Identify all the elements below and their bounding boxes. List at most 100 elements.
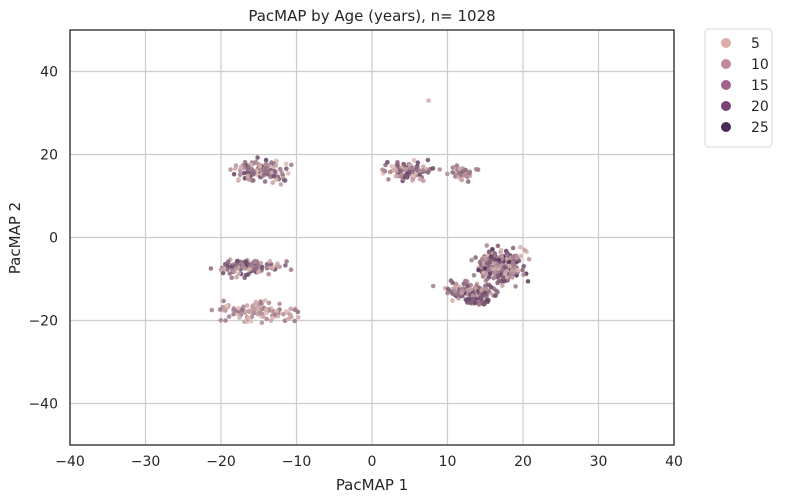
data-point: [486, 267, 492, 272]
data-point: [482, 266, 488, 271]
data-point: [521, 272, 526, 278]
data-point: [262, 298, 268, 303]
data-point: [283, 308, 289, 314]
data-point: [258, 299, 264, 304]
data-point: [208, 266, 214, 271]
data-point: [288, 267, 294, 273]
data-point: [488, 254, 494, 259]
data-point: [501, 278, 507, 284]
data-point: [263, 157, 269, 163]
data-point: [473, 285, 478, 291]
data-point: [268, 318, 274, 323]
data-point: [269, 170, 274, 175]
data-point: [454, 163, 460, 168]
data-point: [425, 157, 431, 163]
legend-marker: [721, 101, 731, 111]
y-axis-label: PacMAP 2: [6, 202, 24, 274]
data-point: [283, 161, 289, 167]
data-point: [521, 264, 526, 269]
data-point: [231, 312, 236, 317]
data-point: [452, 284, 458, 290]
data-point: [239, 307, 245, 313]
data-point: [271, 174, 277, 179]
data-point: [236, 176, 241, 182]
data-point: [473, 255, 478, 260]
data-point: [481, 261, 487, 267]
data-point: [295, 315, 301, 320]
data-point: [264, 162, 269, 167]
x-tick-label: −20: [206, 454, 236, 470]
data-point: [500, 275, 506, 280]
data-point: [274, 308, 279, 314]
data-point: [452, 288, 458, 294]
data-point: [500, 283, 505, 288]
y-tick-label: 20: [40, 148, 58, 164]
data-point: [526, 256, 532, 262]
data-point: [259, 320, 265, 326]
legend-marker: [721, 80, 731, 90]
data-point: [262, 179, 268, 184]
data-point: [244, 303, 250, 308]
data-point: [445, 171, 450, 177]
legend-label: 20: [751, 99, 769, 115]
data-point: [469, 257, 474, 263]
legend-label: 25: [751, 120, 769, 136]
data-point: [417, 176, 423, 182]
data-point: [494, 288, 499, 294]
data-point: [465, 283, 470, 289]
y-tick-label: −20: [28, 314, 58, 330]
data-point: [448, 278, 454, 283]
data-point: [259, 264, 265, 270]
data-point: [242, 176, 248, 181]
legend: 5 10 15 20 25: [704, 28, 773, 148]
data-point: [257, 164, 263, 169]
data-point: [513, 284, 518, 289]
data-point: [273, 169, 278, 175]
data-point: [261, 172, 267, 178]
legend-marker: [721, 122, 731, 132]
data-point: [264, 262, 270, 267]
data-point: [495, 280, 500, 286]
data-point: [486, 275, 492, 280]
data-point: [245, 167, 250, 172]
data-point: [255, 306, 261, 312]
data-point: [393, 173, 399, 179]
data-point: [493, 293, 498, 298]
legend-label: 5: [751, 36, 760, 52]
data-point: [279, 170, 284, 175]
data-point: [241, 170, 247, 176]
data-point: [277, 301, 282, 307]
data-point: [226, 314, 232, 319]
data-point: [481, 301, 486, 307]
data-point: [520, 267, 525, 273]
data-point: [261, 168, 266, 173]
data-point: [411, 158, 417, 163]
data-point: [510, 275, 515, 280]
data-point: [284, 166, 289, 171]
data-point: [220, 270, 226, 276]
data-point: [284, 259, 289, 264]
data-point: [496, 257, 502, 263]
data-point: [417, 168, 423, 174]
data-point: [483, 286, 489, 292]
data-point: [483, 272, 489, 277]
legend-marker: [721, 38, 731, 48]
data-point: [238, 165, 244, 170]
data-point: [281, 311, 286, 317]
data-point: [236, 271, 242, 276]
data-point: [510, 260, 515, 265]
data-point: [382, 168, 388, 174]
data-point: [499, 268, 505, 273]
data-point: [426, 98, 431, 103]
legend-label: 10: [751, 57, 769, 73]
x-tick-label: −10: [282, 454, 312, 470]
data-point: [234, 274, 239, 280]
data-point: [237, 172, 243, 178]
data-point: [264, 307, 269, 312]
data-point: [450, 165, 456, 170]
x-axis-label: PacMAP 1: [336, 476, 408, 494]
data-point: [243, 259, 249, 264]
data-point: [486, 249, 492, 255]
data-point: [278, 182, 284, 187]
legend-marker: [721, 59, 731, 69]
